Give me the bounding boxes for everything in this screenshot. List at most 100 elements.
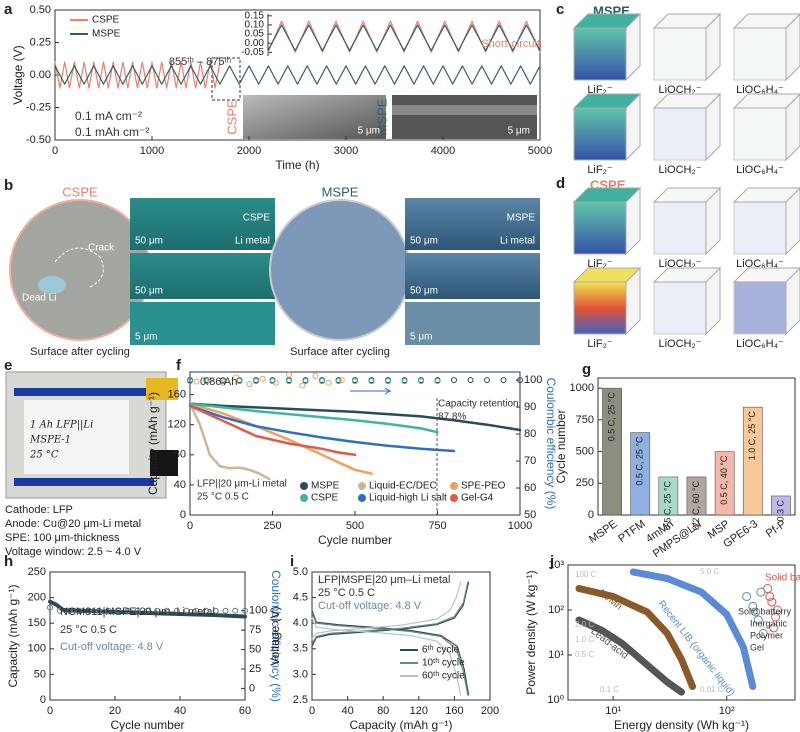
- annotation: Short-circuit: [481, 38, 540, 50]
- sem-label: CSPE: [224, 99, 239, 135]
- y-tick-label: 0.25: [30, 36, 51, 48]
- annotation: 2.0 C: [575, 620, 594, 629]
- legend-swatch: [358, 494, 366, 502]
- series-line: [311, 612, 469, 696]
- y-tick-label: 160: [168, 388, 186, 400]
- sem-image: [130, 302, 275, 345]
- data-point: [144, 607, 151, 614]
- y-tick-label: 750: [576, 414, 594, 426]
- data-point: [756, 587, 766, 597]
- y-tick-label: 3.5: [293, 643, 308, 655]
- x-tick-label: 60: [239, 705, 251, 717]
- y-tick-label: 250: [28, 566, 46, 578]
- data-point: [517, 377, 523, 384]
- y-tick-label: 10⁰: [547, 694, 564, 706]
- series-line: [575, 585, 696, 690]
- y-tick-label: 0: [588, 509, 594, 521]
- cube-label: LiOC₆H₄⁻: [736, 258, 784, 270]
- y-tick-label: 500: [576, 445, 594, 457]
- y-tick-label: 10²: [548, 604, 564, 616]
- y-axis-label: Capacity (mAh g⁻¹): [146, 392, 160, 495]
- y2-tick-label: 50: [249, 643, 261, 655]
- y-tick-label: 120: [168, 419, 186, 431]
- scale-bar: 50 μm: [135, 236, 163, 247]
- cube-front: [733, 281, 787, 335]
- data-point: [765, 591, 775, 601]
- cube-label: LiOC₆H₄⁻: [736, 164, 784, 176]
- x-axis-label: Capacity (mAh g⁻¹): [349, 718, 452, 732]
- x-tick-label: 5000: [528, 145, 552, 157]
- y2-tick-label: 25: [249, 663, 261, 675]
- panel-label: c: [556, 1, 564, 18]
- annotation: 0.1 mA cm⁻²: [75, 109, 142, 123]
- cube-label: LiF₂⁻: [587, 164, 613, 176]
- sem-image: [405, 198, 540, 250]
- annotation: LFP||20 μm-Li metal: [197, 479, 287, 490]
- y2-tick-label: 70: [524, 455, 536, 467]
- legend-label: SPE-PEO: [461, 481, 506, 492]
- legend-label: 60ᵗʰ cycle: [422, 671, 465, 682]
- cube-front: [733, 27, 787, 81]
- data-point: [203, 378, 210, 385]
- series-line: [629, 568, 757, 690]
- y-tick-label: 5.0: [293, 566, 308, 578]
- legend-label: 6ᵗʰ cycle: [422, 645, 460, 656]
- data-point: [751, 607, 761, 617]
- annotation: Crack: [88, 243, 115, 254]
- data-point: [368, 378, 375, 385]
- series-line: [54, 61, 221, 89]
- data-point: [220, 379, 226, 386]
- y2-tick-label: 80: [524, 428, 536, 440]
- data-point: [95, 607, 102, 614]
- annotation: 855ᵗʰ – 875ᵗʰ: [169, 56, 231, 68]
- scale-bar: 5 μm: [358, 126, 380, 137]
- data-point: [312, 373, 319, 380]
- y2-tick-label: 90: [524, 401, 536, 413]
- layer-label: Li metal: [235, 236, 270, 247]
- panel-label: f: [176, 357, 182, 374]
- data-point: [758, 629, 768, 639]
- tape: [14, 388, 154, 396]
- data-point: [753, 615, 763, 625]
- legend-label: 10ᵗʰ cycle: [422, 658, 465, 669]
- data-point: [467, 377, 474, 384]
- x-tick-label: 500: [346, 520, 364, 532]
- y-tick-label: 200: [28, 592, 46, 604]
- bar: [686, 476, 707, 516]
- cube-label: LiOCH₂⁻: [658, 338, 701, 350]
- cube-label: LiOCH₂⁻: [658, 164, 701, 176]
- series-line: [311, 609, 470, 696]
- legend-label: Liquid-EC/DEC: [369, 481, 437, 492]
- data-point: [193, 607, 200, 614]
- y2-tick-label: 0: [249, 682, 255, 694]
- annotation: 87.8%: [438, 412, 466, 423]
- legend-label: CSPE: [92, 15, 120, 26]
- annotation: 0.01 C: [700, 685, 724, 694]
- tape: [14, 478, 154, 486]
- scale-bar: 5 μm: [410, 332, 432, 343]
- annotation: LFP|MSPE|20 μm–Li metal: [318, 574, 451, 586]
- cube-front: [573, 281, 627, 335]
- x-tick-label: 10²: [719, 705, 735, 717]
- bar-label: 0.5 C, 25 °C: [635, 436, 645, 486]
- bar-label: 0.5 C, 40 °C: [719, 455, 729, 505]
- legend-label: MSPE: [311, 481, 340, 492]
- cube-front: [573, 201, 627, 255]
- series-line: [267, 24, 541, 52]
- y-axis-label: Cycle number: [554, 409, 568, 483]
- series-line: [311, 581, 469, 645]
- series-line: [267, 20, 541, 53]
- y-tick-label: 0.10: [245, 20, 265, 31]
- y-tick-label: 40: [174, 479, 186, 491]
- x-tick-label: 2000: [237, 145, 261, 157]
- x-tick-label: PTFM: [616, 518, 647, 545]
- scale-bar: 5 μm: [135, 332, 157, 343]
- x-tick-label: 0: [52, 145, 58, 157]
- data-point: [232, 607, 239, 614]
- x-axis-label: Time (h): [275, 158, 319, 172]
- scale-bar: 50 μm: [135, 286, 163, 297]
- sem-image: [405, 253, 540, 299]
- y-tick-label: 4.0: [293, 617, 308, 629]
- sem-image: [130, 253, 275, 299]
- cube-front: [653, 107, 707, 161]
